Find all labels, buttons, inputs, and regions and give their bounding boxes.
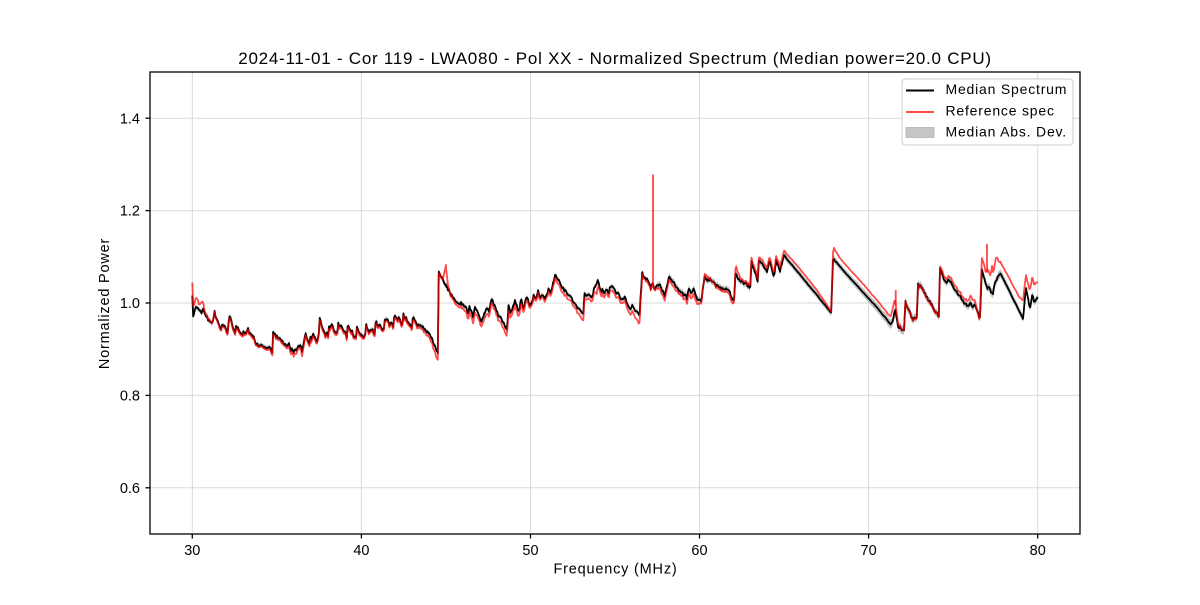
svg-text:2024-11-01 - Cor 119 - LWA080: 2024-11-01 - Cor 119 - LWA080 - Pol XX -… (238, 49, 992, 68)
svg-text:0.6: 0.6 (120, 481, 140, 497)
svg-text:1.2: 1.2 (120, 204, 140, 220)
svg-text:80: 80 (1030, 543, 1046, 559)
svg-text:0.8: 0.8 (120, 389, 140, 405)
svg-text:Median Abs. Dev.: Median Abs. Dev. (946, 124, 1067, 140)
svg-text:40: 40 (353, 543, 369, 559)
svg-text:1.0: 1.0 (120, 296, 140, 312)
svg-text:Normalized Power: Normalized Power (97, 238, 113, 369)
svg-text:70: 70 (861, 543, 877, 559)
svg-text:Frequency (MHz): Frequency (MHz) (554, 562, 678, 578)
svg-text:1.4: 1.4 (120, 111, 140, 127)
svg-text:Reference spec: Reference spec (946, 102, 1055, 118)
svg-text:60: 60 (691, 543, 707, 559)
svg-text:30: 30 (184, 543, 200, 559)
svg-text:50: 50 (522, 543, 538, 559)
svg-text:Median Spectrum: Median Spectrum (946, 81, 1068, 97)
